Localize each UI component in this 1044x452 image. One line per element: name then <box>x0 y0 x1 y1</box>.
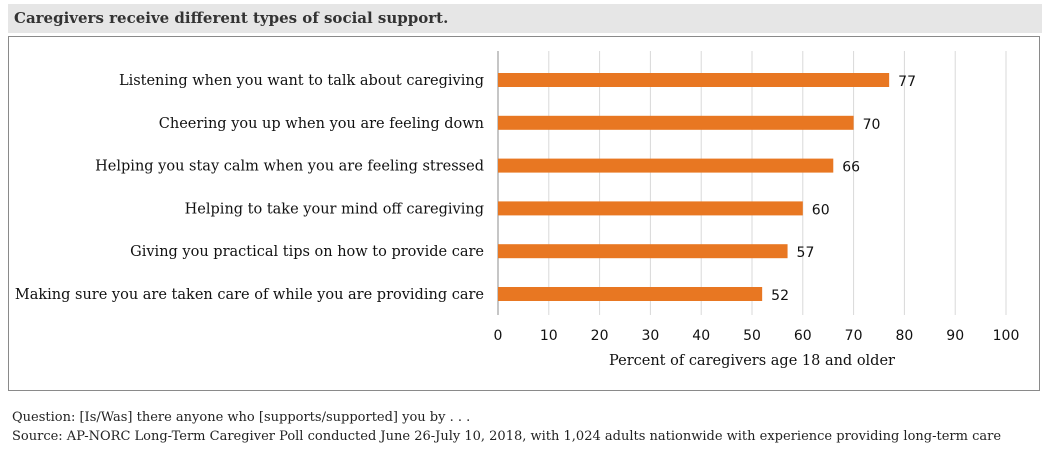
title-bar: Caregivers receive different types of so… <box>8 4 1042 33</box>
bar <box>498 115 854 130</box>
value-label: 60 <box>812 202 830 218</box>
chart-frame: 0 10 20 30 40 50 60 70 80 90 100 Listening when you… <box>8 36 1040 391</box>
bar <box>498 244 788 259</box>
category-label: Cheering you up when you are feeling dow… <box>159 116 484 132</box>
bar <box>498 73 890 87</box>
category-label: Giving you practical tips on how to prov… <box>130 244 484 260</box>
category-label: Helping to take your mind off caregiving <box>185 201 484 217</box>
category-label: Listening when you want to talk about ca… <box>119 73 484 89</box>
bar <box>498 201 803 216</box>
x-tick-label: 70 <box>845 328 863 344</box>
bar <box>498 287 763 301</box>
x-tick-label: 20 <box>591 328 609 344</box>
value-label: 66 <box>842 160 860 176</box>
category-label: Helping you stay calm when you are feeli… <box>95 159 484 175</box>
x-tick-label: 40 <box>692 328 710 344</box>
source-note: Source: AP-NORC Long-Term Caregiver Poll… <box>12 429 1002 444</box>
x-tick-label: 90 <box>946 328 964 344</box>
value-label: 77 <box>898 74 916 90</box>
chart-title: Caregivers receive different types of so… <box>14 9 449 27</box>
x-tick-label: 80 <box>895 328 913 344</box>
question-note: Question: [Is/Was] there anyone who [sup… <box>12 410 471 425</box>
bar <box>498 158 834 173</box>
value-label: 57 <box>797 245 815 261</box>
value-label: 70 <box>863 117 881 133</box>
x-tick-label: 0 <box>494 328 503 344</box>
x-axis-title: Percent of caregivers age 18 and older <box>609 353 895 369</box>
x-tick-label: 10 <box>540 328 558 344</box>
category-label: Making sure you are taken care of while … <box>15 287 484 303</box>
bar-chart: 0 10 20 30 40 50 60 70 80 90 100 Listening when you… <box>15 51 1020 369</box>
x-tick-label: 100 <box>993 328 1020 344</box>
x-tick-label: 60 <box>794 328 812 344</box>
chart-notes: Question: [Is/Was] there anyone who [sup… <box>12 408 1001 446</box>
value-label: 52 <box>771 288 789 304</box>
x-tick-label: 50 <box>743 328 761 344</box>
x-tick-label: 30 <box>641 328 659 344</box>
